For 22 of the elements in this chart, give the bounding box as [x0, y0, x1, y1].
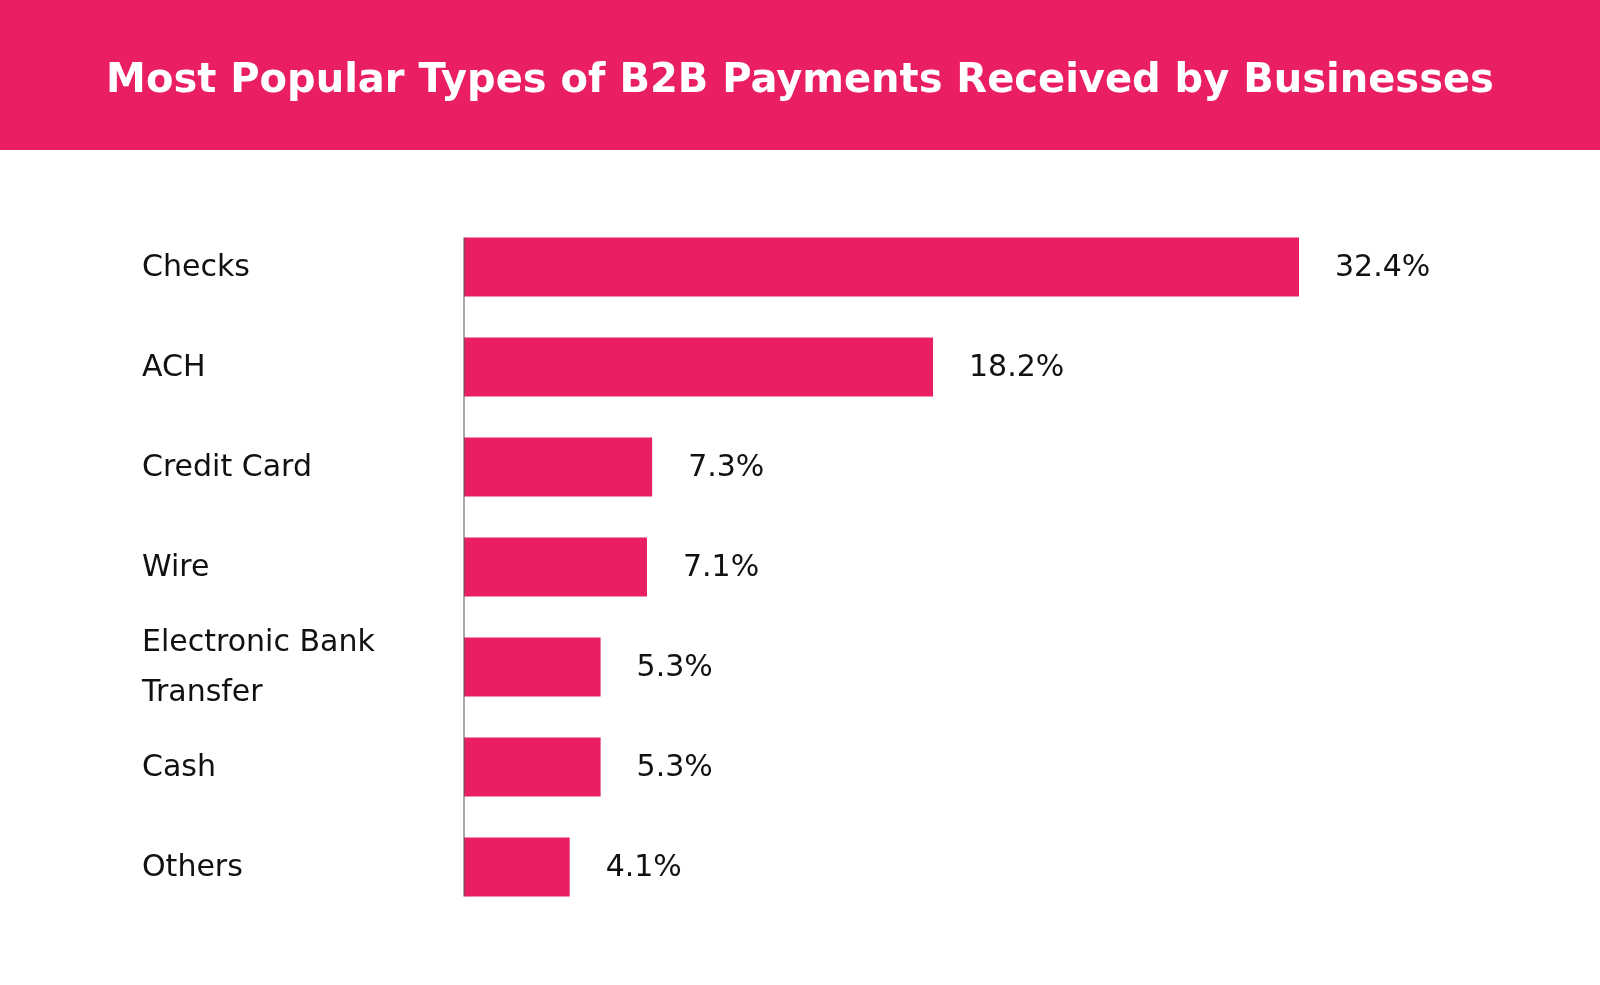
- bar: [464, 637, 601, 697]
- bar: [464, 337, 934, 397]
- data-label: 5.3%: [636, 747, 713, 783]
- y-tick-label: Checks: [142, 247, 250, 283]
- y-tick-label: Electronic Bank Transfer: [141, 622, 376, 708]
- data-label: 4.1%: [605, 847, 682, 883]
- bar: [464, 237, 1299, 297]
- bar: [464, 737, 601, 797]
- bar: [464, 837, 570, 897]
- y-tick-label: Cash: [142, 747, 216, 783]
- data-label: 7.3%: [688, 447, 765, 483]
- data-label: 32.4%: [1335, 247, 1431, 283]
- y-tick-label: Others: [142, 847, 243, 883]
- y-tick-label: ACH: [142, 347, 206, 383]
- data-label: 7.1%: [682, 547, 760, 583]
- bar: [464, 437, 653, 497]
- bar: [464, 537, 647, 597]
- chart-title: Most Popular Types of B2B Payments Received by Businesses: [106, 55, 1494, 101]
- y-tick-label: Wire: [142, 547, 210, 583]
- data-label: 18.2%: [969, 347, 1065, 383]
- data-label: 5.3%: [636, 647, 713, 683]
- y-tick-label: Credit Card: [142, 447, 312, 483]
